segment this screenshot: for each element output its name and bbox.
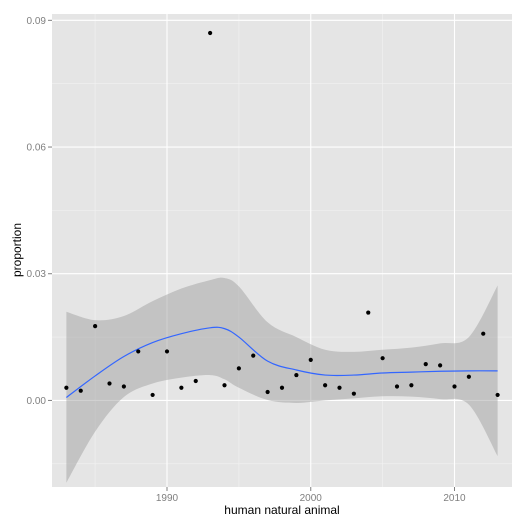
data-point	[394, 384, 400, 389]
x-tick-label: 2010	[443, 493, 466, 504]
data-point	[179, 385, 184, 390]
data-point	[222, 383, 227, 388]
data-point	[366, 310, 371, 315]
data-point	[164, 349, 170, 354]
data-point	[351, 391, 356, 396]
data-point	[466, 374, 471, 379]
y-tick-label: 0.00	[27, 396, 47, 407]
y-axis-ticks: 0.00 0.03 0.06 0.09	[27, 16, 52, 407]
y-tick-label: 0.09	[27, 16, 47, 27]
data-point	[409, 383, 414, 388]
data-point	[438, 363, 443, 368]
major-gridlines	[52, 14, 512, 487]
data-point	[64, 385, 69, 390]
smooth-line	[66, 326, 498, 398]
minor-gridlines	[52, 14, 512, 487]
data-point	[294, 372, 299, 378]
y-axis-title: proportion	[10, 223, 24, 277]
data-point	[265, 389, 270, 395]
data-points	[64, 30, 500, 398]
data-point	[136, 349, 141, 354]
x-axis-ticks: 1990 2000 2010	[156, 487, 466, 504]
data-point	[279, 385, 285, 390]
data-point	[251, 353, 256, 358]
x-axis-title: human natural animal	[224, 503, 339, 517]
y-tick-label: 0.03	[27, 269, 47, 280]
data-point	[481, 331, 486, 336]
data-point	[337, 385, 342, 390]
data-point	[495, 392, 500, 398]
data-point	[78, 388, 83, 393]
data-point	[121, 384, 126, 389]
confidence-ribbon	[66, 277, 498, 483]
data-point	[107, 381, 112, 386]
x-tick-label: 2000	[300, 493, 323, 504]
data-point	[150, 392, 155, 398]
plot-panel	[52, 14, 512, 487]
data-point	[323, 383, 328, 388]
y-tick-label: 0.06	[27, 143, 47, 154]
data-point	[193, 378, 198, 384]
data-point	[423, 362, 428, 367]
data-point	[236, 366, 241, 371]
x-tick-label: 1990	[156, 493, 179, 504]
data-point	[380, 356, 385, 361]
data-point	[93, 323, 98, 329]
data-point	[452, 384, 457, 389]
data-point	[308, 357, 313, 362]
data-point	[208, 30, 213, 36]
